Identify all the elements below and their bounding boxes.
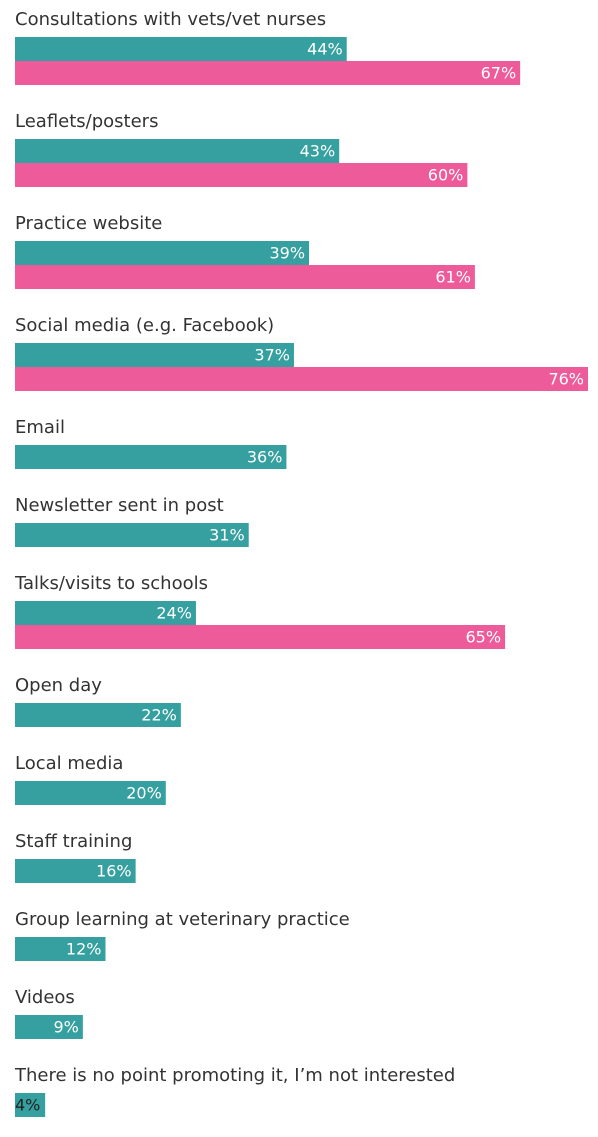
- value-label: 20%: [126, 784, 162, 803]
- bar: [15, 445, 287, 469]
- value-label: 36%: [247, 448, 283, 467]
- bar: [15, 703, 181, 727]
- category-label: Staff training: [15, 831, 132, 852]
- category-label: There is no point promoting it, I’m not …: [14, 1065, 455, 1086]
- category-label: Leaflets/posters: [15, 111, 158, 132]
- category-label: Group learning at veterinary practice: [15, 909, 350, 930]
- category-label: Email: [15, 417, 65, 438]
- bar: [15, 937, 106, 961]
- value-label: 60%: [428, 166, 464, 185]
- category-label: Consultations with vets/vet nurses: [15, 9, 326, 30]
- category-label: Videos: [15, 987, 75, 1008]
- bar: [15, 163, 468, 187]
- value-label: 61%: [435, 268, 471, 287]
- bar: [15, 1093, 46, 1117]
- category-label: Talks/visits to schools: [14, 573, 208, 594]
- bar: [15, 265, 475, 289]
- category-label: Practice website: [15, 213, 162, 234]
- value-label: 65%: [466, 628, 502, 647]
- category-label: Local media: [15, 753, 123, 774]
- value-label: 37%: [254, 346, 290, 365]
- bar: [15, 139, 340, 163]
- bar: [15, 367, 588, 391]
- value-label: 43%: [300, 142, 336, 161]
- value-label: 9%: [53, 1018, 78, 1037]
- value-label: 16%: [96, 862, 132, 881]
- category-label: Newsletter sent in post: [15, 495, 224, 516]
- value-label: 24%: [156, 604, 192, 623]
- value-label: 12%: [66, 940, 102, 959]
- bar: [15, 859, 136, 883]
- bar: [15, 37, 347, 61]
- value-label: 67%: [481, 64, 517, 83]
- value-label: 39%: [269, 244, 305, 263]
- category-label: Social media (e.g. Facebook): [15, 315, 274, 336]
- value-label: 31%: [209, 526, 245, 545]
- bar: [15, 781, 166, 805]
- bar: [15, 601, 196, 625]
- category-label: Open day: [15, 675, 102, 696]
- bar: [15, 241, 310, 265]
- value-label: 44%: [307, 40, 343, 59]
- bar: [15, 523, 249, 547]
- value-label: 22%: [141, 706, 177, 725]
- bar: [15, 61, 521, 85]
- value-label: 4%: [15, 1096, 40, 1115]
- bar: [15, 625, 506, 649]
- value-label: 76%: [548, 370, 584, 389]
- bar: [15, 343, 294, 367]
- bar: [15, 1015, 83, 1039]
